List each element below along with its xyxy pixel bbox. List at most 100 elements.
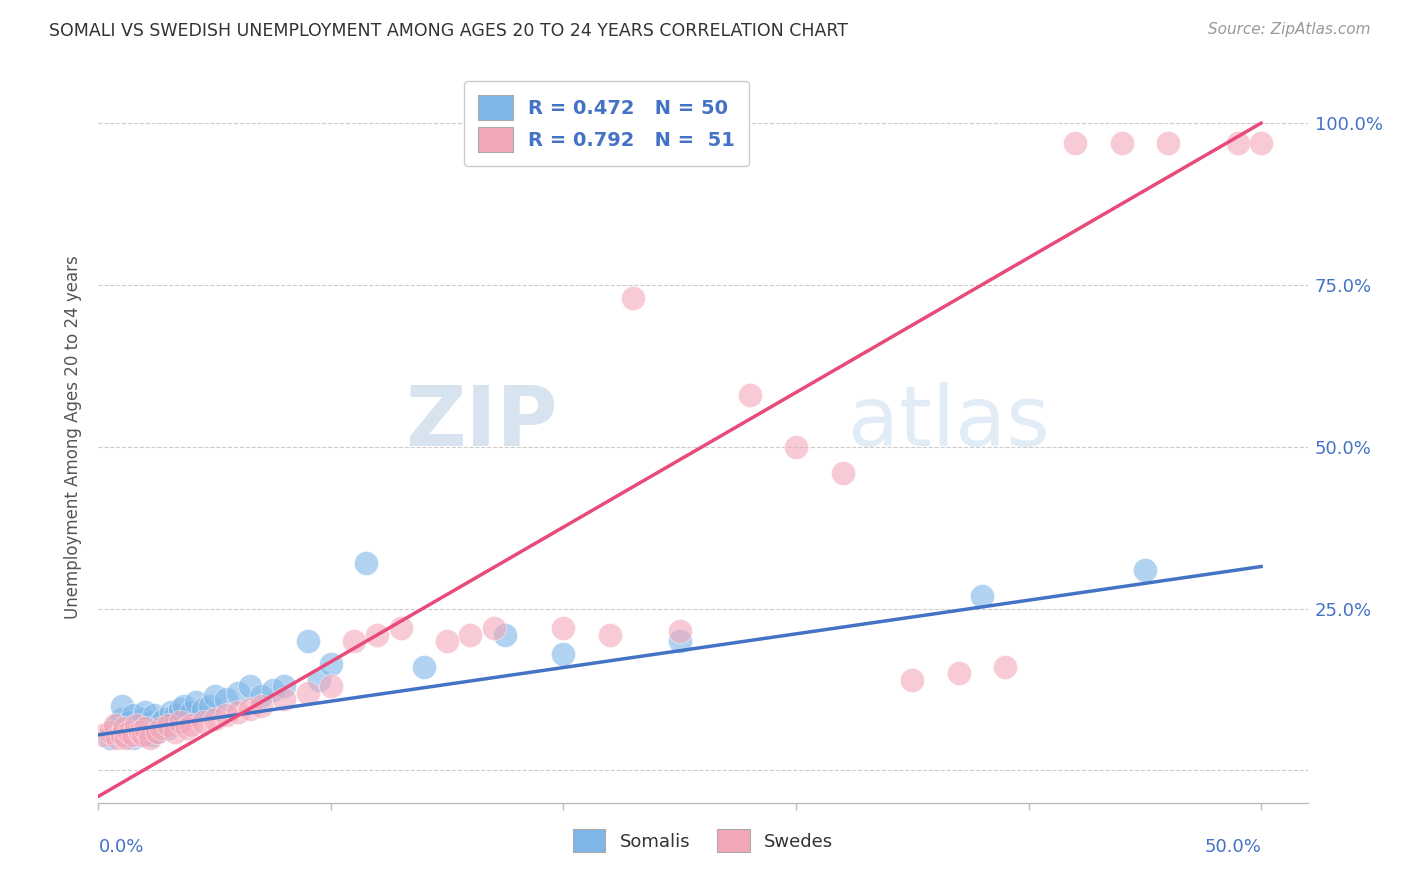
Point bbox=[124, 724, 146, 739]
Point bbox=[180, 705, 202, 719]
Point bbox=[98, 731, 121, 745]
Point bbox=[91, 728, 114, 742]
Point bbox=[150, 714, 173, 729]
Point bbox=[122, 728, 145, 742]
Point bbox=[204, 689, 226, 703]
Point bbox=[105, 731, 128, 745]
Point bbox=[297, 686, 319, 700]
Point bbox=[239, 702, 262, 716]
Point bbox=[460, 627, 482, 641]
Text: 0.0%: 0.0% bbox=[98, 838, 143, 856]
Point bbox=[112, 722, 135, 736]
Point bbox=[145, 724, 167, 739]
Point bbox=[599, 627, 621, 641]
Point bbox=[319, 657, 342, 671]
Point bbox=[165, 708, 187, 723]
Point bbox=[553, 647, 575, 661]
Text: Source: ZipAtlas.com: Source: ZipAtlas.com bbox=[1208, 22, 1371, 37]
Point bbox=[494, 627, 516, 641]
Text: SOMALI VS SWEDISH UNEMPLOYMENT AMONG AGES 20 TO 24 YEARS CORRELATION CHART: SOMALI VS SWEDISH UNEMPLOYMENT AMONG AGE… bbox=[49, 22, 848, 40]
Point bbox=[176, 722, 198, 736]
Point bbox=[226, 686, 249, 700]
Point bbox=[1250, 136, 1272, 150]
Point bbox=[191, 714, 214, 729]
Point bbox=[343, 634, 366, 648]
Point bbox=[215, 692, 238, 706]
Point bbox=[621, 291, 644, 305]
Point bbox=[131, 712, 153, 726]
Point bbox=[118, 724, 141, 739]
Point bbox=[250, 689, 273, 703]
Legend: Somalis, Swedes: Somalis, Swedes bbox=[565, 822, 841, 860]
Point bbox=[413, 660, 436, 674]
Point bbox=[134, 705, 156, 719]
Point bbox=[250, 698, 273, 713]
Point bbox=[1111, 136, 1133, 150]
Point bbox=[1157, 136, 1180, 150]
Point bbox=[115, 731, 138, 745]
Point bbox=[122, 731, 145, 745]
Point bbox=[994, 660, 1017, 674]
Text: ZIP: ZIP bbox=[405, 382, 558, 463]
Point bbox=[105, 718, 128, 732]
Point bbox=[308, 673, 330, 687]
Y-axis label: Unemployment Among Ages 20 to 24 years: Unemployment Among Ages 20 to 24 years bbox=[63, 255, 82, 619]
Point bbox=[104, 718, 127, 732]
Point bbox=[191, 702, 214, 716]
Point bbox=[184, 696, 207, 710]
Point bbox=[138, 731, 160, 745]
Point bbox=[366, 627, 388, 641]
Point bbox=[1064, 136, 1087, 150]
Point bbox=[239, 679, 262, 693]
Point bbox=[111, 698, 134, 713]
Point bbox=[111, 728, 134, 742]
Point bbox=[389, 621, 412, 635]
Point bbox=[131, 728, 153, 742]
Point bbox=[127, 718, 149, 732]
Point bbox=[141, 728, 163, 742]
Point bbox=[297, 634, 319, 648]
Point bbox=[970, 589, 993, 603]
Point bbox=[668, 624, 690, 639]
Point bbox=[273, 679, 295, 693]
Point bbox=[169, 714, 191, 729]
Point bbox=[262, 682, 284, 697]
Point bbox=[173, 698, 195, 713]
Point bbox=[138, 714, 160, 729]
Point bbox=[215, 708, 238, 723]
Point bbox=[152, 712, 174, 726]
Point bbox=[122, 708, 145, 723]
Point bbox=[831, 466, 853, 480]
Point bbox=[553, 621, 575, 635]
Text: atlas: atlas bbox=[848, 382, 1050, 463]
Point bbox=[354, 557, 377, 571]
Point bbox=[150, 722, 173, 736]
Point bbox=[157, 722, 180, 736]
Point bbox=[148, 718, 170, 732]
Point bbox=[124, 718, 146, 732]
Point bbox=[436, 634, 458, 648]
Point bbox=[129, 728, 152, 742]
Point bbox=[668, 634, 690, 648]
Point bbox=[111, 712, 134, 726]
Point bbox=[169, 702, 191, 716]
Point bbox=[1226, 136, 1249, 150]
Point bbox=[134, 722, 156, 736]
Point bbox=[111, 724, 134, 739]
Point bbox=[901, 673, 924, 687]
Point bbox=[157, 718, 180, 732]
Point bbox=[785, 440, 807, 454]
Point bbox=[1133, 563, 1156, 577]
Point bbox=[198, 698, 221, 713]
Text: 50.0%: 50.0% bbox=[1204, 838, 1261, 856]
Point bbox=[482, 621, 505, 635]
Point bbox=[204, 712, 226, 726]
Point bbox=[738, 388, 761, 402]
Point bbox=[180, 718, 202, 732]
Point bbox=[165, 724, 187, 739]
Point bbox=[226, 705, 249, 719]
Point bbox=[98, 724, 121, 739]
Point bbox=[136, 722, 159, 736]
Point bbox=[129, 724, 152, 739]
Point bbox=[120, 722, 142, 736]
